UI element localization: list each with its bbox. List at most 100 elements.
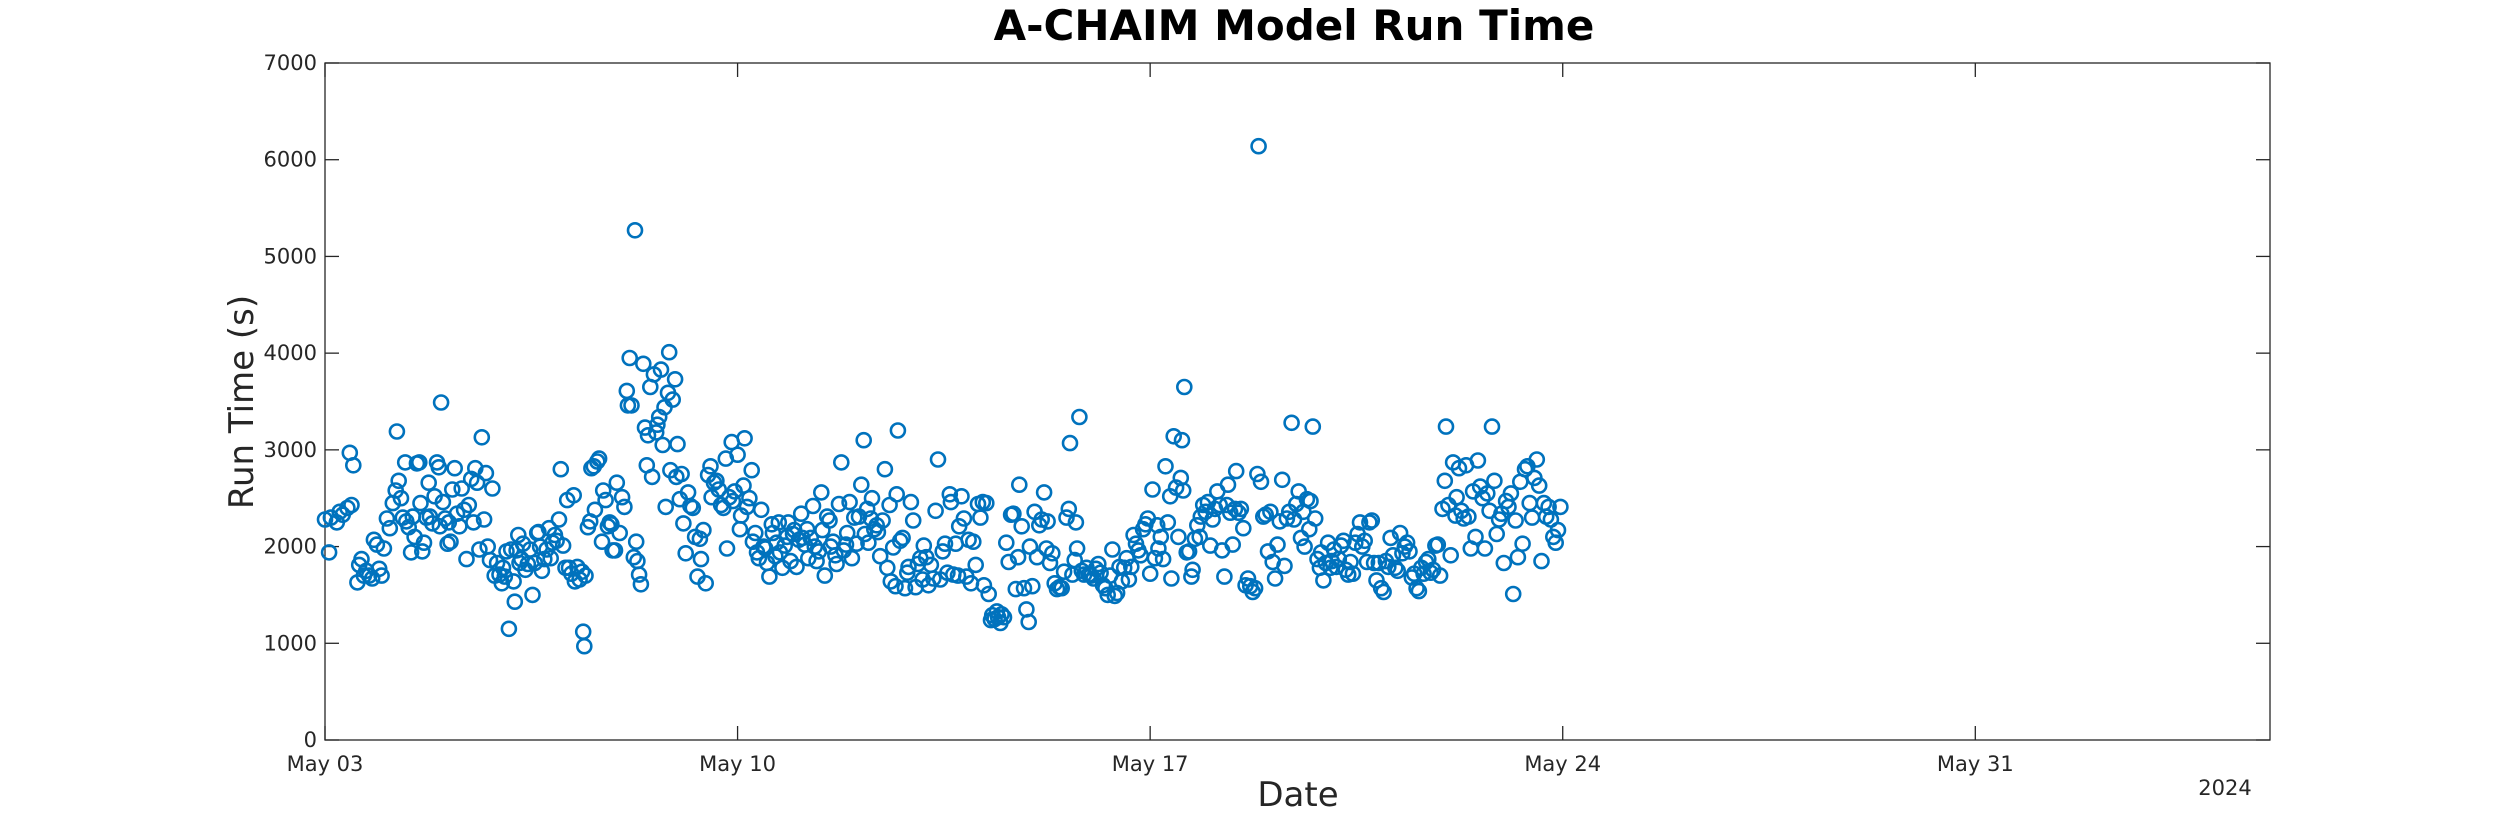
data-point: [1039, 513, 1056, 530]
data-point: [1442, 546, 1459, 564]
data-point: [808, 552, 825, 570]
data-point: [1363, 512, 1381, 529]
data-point: [677, 544, 695, 562]
data-point: [894, 529, 911, 547]
data-point: [1415, 565, 1432, 583]
data-point: [1020, 613, 1037, 631]
data-point: [1516, 460, 1534, 478]
data-point: [1533, 552, 1550, 570]
data-point: [1358, 553, 1376, 571]
data-point: [936, 535, 954, 553]
data-point: [843, 549, 861, 567]
data-point: [1481, 502, 1498, 520]
data-point: [731, 520, 749, 538]
data-point: [827, 546, 844, 564]
data-point: [729, 446, 746, 464]
data-point: [1005, 505, 1022, 523]
data-points: [316, 137, 1569, 655]
data-point: [1296, 538, 1313, 555]
data-point: [1211, 496, 1228, 514]
data-point: [993, 605, 1010, 623]
data-point: [752, 501, 770, 519]
data-point: [977, 494, 995, 512]
data-point: [542, 549, 560, 567]
data-point: [682, 497, 699, 515]
data-point: [1189, 516, 1206, 534]
data-point: [934, 543, 952, 560]
data-point: [1292, 529, 1310, 547]
data-point: [1495, 554, 1513, 572]
data-point: [1474, 489, 1491, 507]
data-point: [381, 519, 399, 537]
data-point: [1035, 484, 1053, 501]
data-point: [975, 576, 993, 594]
data-point: [1176, 378, 1193, 396]
data-point: [660, 343, 678, 361]
data-point: [344, 456, 362, 474]
data-point: [1422, 564, 1439, 582]
data-point: [475, 511, 493, 528]
data-point: [1408, 579, 1425, 597]
data-point: [473, 428, 491, 446]
data-point: [626, 222, 644, 239]
data-point: [590, 450, 608, 467]
y-tick-label: 1000: [264, 631, 317, 655]
data-point: [652, 361, 670, 378]
data-point: [601, 514, 619, 531]
data-point: [816, 567, 834, 584]
y-tick-label: 7000: [264, 51, 317, 75]
data-point: [1486, 472, 1503, 490]
data-point: [832, 454, 850, 471]
data-point: [673, 465, 690, 483]
data-point: [763, 515, 781, 533]
data-point: [1328, 558, 1345, 576]
data-point: [453, 480, 471, 497]
data-point: [1552, 498, 1569, 516]
data-point: [855, 431, 873, 449]
data-point: [625, 548, 643, 566]
data-point: [594, 482, 612, 499]
data-point: [616, 498, 633, 516]
data-point: [1044, 544, 1061, 562]
data-point: [1061, 434, 1079, 452]
data-point: [697, 574, 715, 592]
data-point: [1204, 511, 1221, 528]
data-point: [1504, 585, 1522, 603]
y-tick-label: 6000: [264, 148, 317, 172]
data-point: [776, 537, 794, 554]
data-point: [792, 505, 810, 523]
data-point: [1266, 570, 1284, 587]
data-point: [924, 570, 942, 587]
data-point: [649, 416, 666, 434]
data-point: [593, 533, 611, 551]
data-point: [1262, 503, 1279, 521]
data-point: [458, 550, 475, 568]
data-point: [500, 620, 518, 638]
data-point: [468, 474, 486, 492]
data-point: [1146, 549, 1164, 567]
data-point: [1159, 514, 1177, 531]
data-point: [929, 451, 947, 468]
data-point: [603, 515, 620, 533]
data-point: [708, 472, 725, 490]
data-point: [465, 514, 482, 531]
data-point: [972, 509, 989, 526]
data-point: [1226, 500, 1244, 518]
data-point: [1322, 559, 1339, 577]
data-point: [657, 498, 675, 516]
x-tick-label: May 17: [1112, 752, 1189, 776]
data-point: [1055, 563, 1073, 581]
x-axis-year-label: 2024: [2198, 776, 2251, 800]
data-point: [1387, 559, 1404, 577]
data-point: [736, 429, 753, 447]
data-point: [804, 497, 822, 515]
data-point: [1165, 427, 1182, 445]
data-point: [669, 435, 686, 453]
data-point: [1549, 521, 1567, 539]
data-point: [1041, 554, 1059, 572]
data-point: [443, 481, 461, 498]
data-point: [1154, 550, 1172, 568]
data-point: [1053, 579, 1070, 597]
data-point: [1058, 509, 1075, 526]
